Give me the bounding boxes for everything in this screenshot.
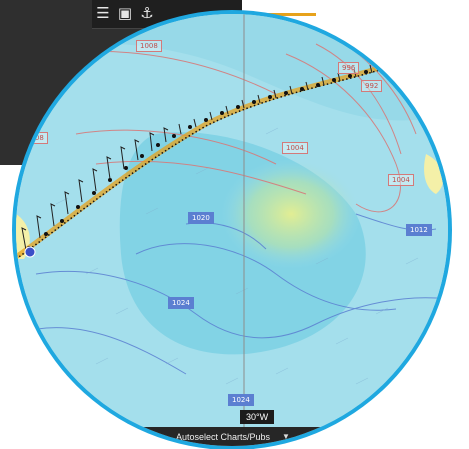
isobar-label: 1008: [136, 40, 162, 52]
isobar-label: 1024: [168, 297, 194, 309]
isobar-label: 1024: [228, 394, 254, 406]
autoselect-charts-dropdown[interactable]: Autoselect Charts/Pubs: [176, 432, 271, 442]
isobar-label: 1004: [388, 174, 414, 186]
isobar-label: 1008: [22, 132, 48, 144]
isobar-label: 1020: [188, 212, 214, 224]
isobar-label: 1012: [406, 224, 432, 236]
isobar-label: 996: [338, 62, 360, 74]
weather-map-magnifier[interactable]: 1008 996 992 1004 1004 1008 1020 1012 10…: [16, 14, 448, 446]
isobar-label: 1004: [282, 142, 308, 154]
weather-map: [16, 14, 448, 446]
chevron-down-icon[interactable]: ▼: [282, 432, 290, 441]
bottom-toolbar: Autoselect Charts/Pubs ▼: [16, 427, 448, 446]
meridian-label: 30°W: [240, 410, 275, 424]
isobar-label: 992: [361, 80, 383, 92]
